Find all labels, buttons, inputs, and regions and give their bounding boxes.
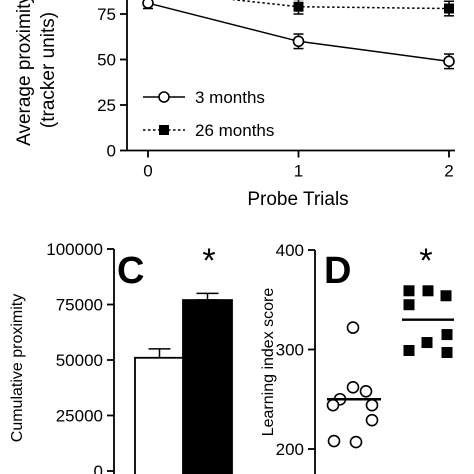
panel-d-marks	[326, 285, 454, 449]
panel-b-x-tick-label: 2	[444, 162, 453, 181]
panel-b-xlabel: Probe Trials	[247, 189, 348, 210]
panel-b-y-tick-label: 25	[97, 96, 116, 115]
panel-c: Cumulative proximity C * 0 25000 50000 7500…	[9, 240, 233, 474]
panel-d-point-0-7	[327, 434, 341, 448]
panel-d-y-tick-label: 200	[276, 440, 304, 459]
panel-b-y-tick-label: 50	[97, 51, 116, 70]
panel-b-marks	[142, 0, 455, 70]
panel-b-y-tick-label: 75	[97, 5, 116, 24]
panel-b-legend-marker-0	[158, 91, 170, 103]
panel-c-y-tick-label: 25000	[56, 407, 103, 426]
panel-b-legend-label-0: 3 months	[195, 88, 265, 107]
panel-b-legend-marker-1	[159, 125, 169, 135]
panel-c-y-tick-label: 50000	[56, 351, 103, 370]
panel-b-ylabel-line2: (tracker units)	[38, 12, 59, 128]
panel-b-y-tick-label: 0	[107, 142, 116, 161]
panel-b-legend: 3 months 26 months	[143, 88, 274, 140]
panel-c-ylabel: Cumulative proximity	[9, 294, 26, 442]
panel-b-axes: 0 25 50 75 0 1 2	[97, 0, 455, 181]
panel-d-point-0-5	[365, 398, 379, 412]
panel-b-x-tick-label: 0	[143, 162, 152, 181]
panel-d-point-1-3	[403, 299, 415, 311]
panel-d-point-0-8	[349, 435, 363, 449]
panel-b-point-1-1	[293, 1, 304, 12]
panel-d-point-0-2	[359, 384, 373, 398]
panel-d-point-1-1	[422, 285, 434, 297]
panel-d-point-1-2	[440, 290, 452, 302]
panel-c-y-tick-label: 100000	[46, 240, 103, 259]
panel-c-axes: 0 25000 50000 75000 100000	[46, 240, 115, 474]
panel-c-y-tick-label: 75000	[56, 296, 103, 315]
panel-d: Learning index score D * 200 300 400	[260, 241, 454, 474]
panel-b-point-1-2	[444, 3, 454, 14]
panel-b-point-0-1	[292, 35, 305, 48]
panel-d-y-tick-label: 400	[276, 241, 304, 260]
panel-c-marks	[134, 292, 233, 474]
panel-d-point-0-0	[346, 321, 360, 334]
panel-c-letter: C	[117, 250, 144, 292]
panel-b-point-0-0	[142, 0, 154, 9]
panel-d-point-1-0	[403, 285, 415, 297]
panel-b-legend-label-1: 26 months	[195, 121, 274, 140]
panel-c-bar-0	[134, 356, 185, 474]
panel-c-y-tick-label: 0	[94, 462, 103, 474]
panel-d-point-1-7	[441, 346, 453, 358]
panel-b-x-tick-label: 1	[294, 162, 303, 181]
panel-b-ylabel-line1: Average proximity	[14, 0, 35, 146]
panel-d-point-1-6	[403, 344, 415, 356]
panel-b-point-0-2	[443, 55, 455, 68]
panel-c-bar-1	[182, 299, 233, 474]
panel-c-significance: *	[202, 242, 215, 280]
panel-d-axes: 200 300 400	[276, 241, 316, 474]
panel-d-significance: *	[419, 242, 432, 280]
panel-d-point-1-5	[421, 337, 433, 349]
panel-b: Average proximity (tracker units) 0 25 50 7…	[14, 0, 455, 210]
panel-d-point-1-4	[441, 329, 453, 341]
panel-d-point-0-1	[346, 381, 360, 394]
panel-d-y-tick-label: 300	[276, 341, 304, 360]
panel-d-point-0-6	[365, 413, 379, 427]
panel-d-ylabel: Learning index score	[260, 288, 277, 437]
panel-d-letter: D	[324, 250, 351, 292]
panel-d-point-0-4	[326, 398, 340, 412]
